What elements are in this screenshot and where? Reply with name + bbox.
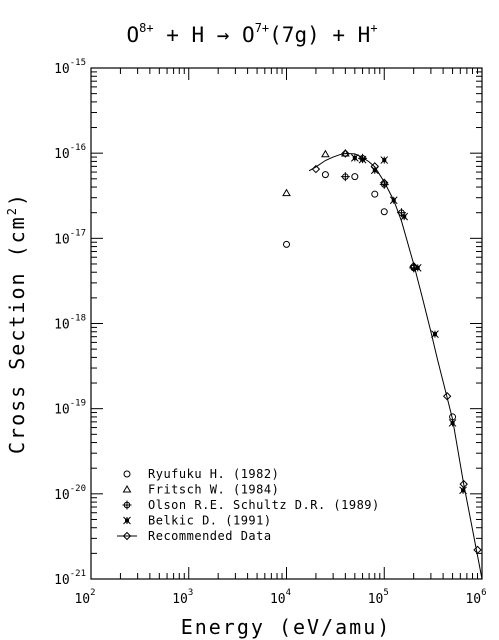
data-point-diamond-line (370, 162, 379, 171)
x-tick-labels: 102 103 104 105 106 (74, 588, 486, 607)
x-axis-label: Energy (eV/amu) (181, 615, 392, 639)
data-point-circle (380, 208, 388, 216)
y-axis-label: Cross Section (cm2) (5, 192, 29, 454)
data-point-star (350, 154, 359, 162)
legend-label: Belkic D. (1991) (148, 514, 272, 528)
y-tick-label: 10-17 (54, 228, 86, 247)
data-point-diamond-line (311, 164, 321, 174)
x-tick-label: 103 (172, 588, 193, 607)
legend-item: Recommended Data (117, 529, 272, 543)
legend-item: Ryufuku H. (1982) (123, 467, 279, 481)
data-point-plus-circle (379, 179, 389, 189)
y-tick-label: 10-18 (54, 314, 86, 333)
y-tick-label: 10-20 (54, 484, 86, 503)
legend-marker-triangle (122, 485, 132, 493)
legend-label: Recommended Data (148, 529, 272, 543)
data-point-star (400, 212, 409, 221)
data-point-diamond-line (459, 479, 468, 489)
data-point-star (448, 419, 457, 427)
data-point-plus-circle (340, 172, 350, 182)
data-point-triangle (282, 188, 291, 197)
data-point-diamond-line (409, 262, 418, 271)
recommended-fit-curve (308, 153, 483, 580)
data-point-star (380, 156, 389, 164)
data-point-star (431, 330, 439, 338)
legend-label: Ryufuku H. (1982) (148, 467, 279, 481)
data-point-triangle (340, 149, 350, 157)
legend-label: Olson R.E. Schultz D.R. (1989) (148, 498, 380, 512)
chart-title: O8+ + H → O7+(7g) + H+ (126, 21, 377, 47)
axis-ticks (90, 68, 482, 580)
data-point-diamond-line (473, 545, 482, 555)
data-point-star (358, 155, 367, 164)
data-point-star (459, 486, 467, 495)
data-point-diamond-line (341, 149, 350, 158)
data-point-circle (321, 171, 329, 179)
data-point-plus-circle (396, 208, 406, 218)
x-tick-label: 105 (368, 588, 389, 607)
legend-label: Fritsch W. (1984) (148, 483, 279, 497)
legend: Ryufuku H. (1982) Fritsch W. (1984)Olson … (117, 467, 380, 543)
x-tick-label: 102 (74, 588, 95, 607)
legend-marker-star (123, 516, 131, 525)
data-markers (282, 149, 482, 555)
x-tick-label: 106 (465, 588, 486, 607)
y-tick-label: 10-19 (54, 399, 86, 418)
data-point-triangle (321, 149, 330, 158)
data-point-diamond-line (442, 392, 452, 401)
legend-item: Olson R.E. Schultz D.R. (1989) (122, 498, 380, 512)
data-point-circle (371, 190, 379, 198)
legend-marker-plus-circle (122, 500, 132, 510)
x-tick-label: 104 (270, 588, 291, 607)
data-point-star (413, 264, 422, 272)
data-point-circle (283, 240, 290, 248)
data-point-star (389, 196, 398, 205)
legend-item: Fritsch W. (1984) (122, 483, 279, 497)
y-tick-label: 10-16 (54, 143, 86, 162)
legend-marker-diamond-line (122, 531, 132, 541)
y-tick-label: 10-21 (54, 569, 86, 588)
data-point-diamond-line (380, 178, 389, 187)
data-point-circle (351, 173, 359, 181)
y-tick-label: 10-15 (54, 58, 86, 77)
legend-marker-circle (123, 470, 131, 478)
y-tick-labels: 10-21 10-20 10-19 10-18 10-17 10-16 10-15 (54, 58, 86, 588)
legend-item: Belkic D. (1991) (123, 514, 272, 528)
